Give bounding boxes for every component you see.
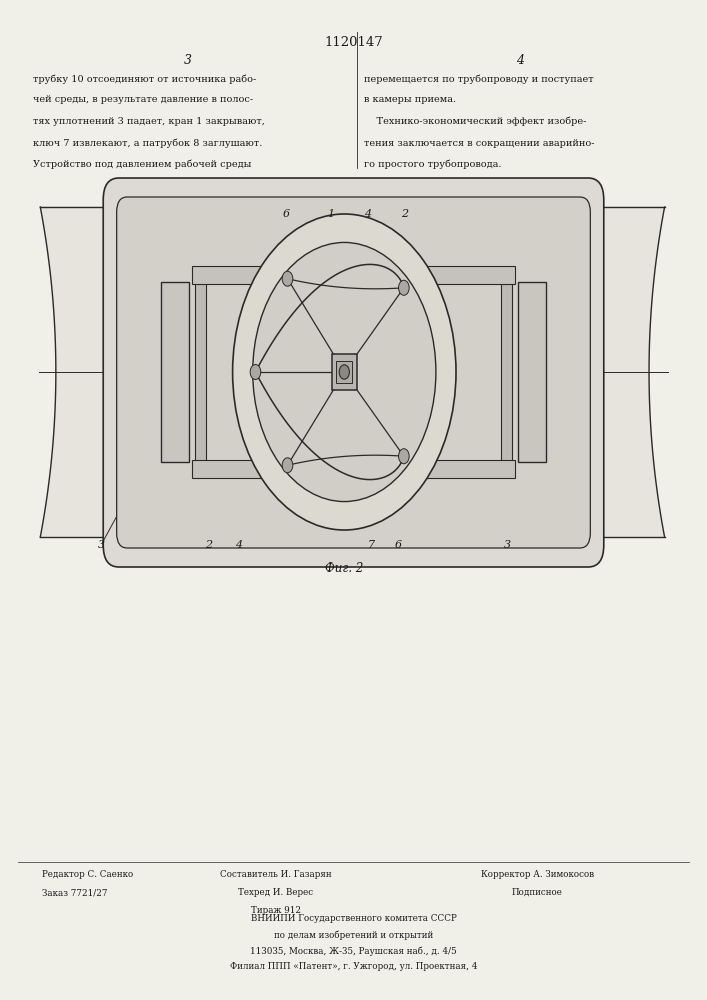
Text: 1120147: 1120147 (324, 35, 383, 48)
Text: Подписное: Подписное (512, 888, 563, 897)
Text: 2: 2 (401, 209, 408, 219)
Bar (161, 282, 189, 462)
Text: тения заключается в сокращении аварийно-: тения заключается в сокращении аварийно- (364, 138, 595, 147)
Text: 2: 2 (205, 540, 212, 550)
Text: тях уплотнений 3 падает, кран 1 закрывают,: тях уплотнений 3 падает, кран 1 закрываю… (33, 117, 264, 126)
Text: Технико-экономический эффект изобре-: Технико-экономический эффект изобре- (364, 117, 587, 126)
Text: 4: 4 (364, 209, 371, 219)
Text: 6: 6 (395, 540, 402, 550)
Text: в камеры приема.: в камеры приема. (364, 95, 456, 104)
Bar (518, 282, 546, 462)
Circle shape (282, 458, 293, 473)
Bar (192, 266, 515, 284)
Text: 3: 3 (504, 540, 511, 550)
Text: перемещается по трубопроводу и поступает: перемещается по трубопроводу и поступает (364, 74, 594, 84)
Text: Составитель И. Газарян: Составитель И. Газарян (220, 870, 332, 879)
Text: Филиал ППП «Патент», г. Ужгород, ул. Проектная, 4: Филиал ППП «Патент», г. Ужгород, ул. Про… (230, 962, 477, 971)
Bar (332, 354, 357, 390)
Text: ВНИИПИ Государственного комитета СССР: ВНИИПИ Государственного комитета СССР (250, 914, 457, 923)
Text: го простого трубопровода.: го простого трубопровода. (364, 160, 501, 169)
FancyBboxPatch shape (117, 197, 590, 548)
Polygon shape (580, 207, 665, 537)
Circle shape (399, 280, 409, 295)
Text: 113035, Москва, Ж-35, Раушская наб., д. 4/5: 113035, Москва, Ж-35, Раушская наб., д. … (250, 946, 457, 956)
Polygon shape (40, 207, 125, 537)
Text: ключ 7 извлекают, а патрубок 8 заглушают.: ключ 7 извлекают, а патрубок 8 заглушают… (33, 138, 262, 148)
Text: 7: 7 (368, 540, 375, 550)
Text: Заказ 7721/27: Заказ 7721/27 (42, 888, 108, 897)
Circle shape (339, 365, 349, 379)
Text: 1: 1 (327, 209, 334, 219)
Text: Техред И. Верес: Техред И. Верес (238, 888, 313, 897)
Text: Корректор А. Зимокосов: Корректор А. Зимокосов (481, 870, 594, 879)
Text: 4: 4 (235, 540, 242, 550)
Text: 6: 6 (283, 209, 290, 219)
Text: по делам изобретений и открытий: по делам изобретений и открытий (274, 930, 433, 940)
Text: Редактор С. Саенко: Редактор С. Саенко (42, 870, 134, 879)
FancyBboxPatch shape (103, 178, 604, 567)
Ellipse shape (252, 242, 436, 502)
Text: 4: 4 (515, 53, 524, 66)
Text: Фиг. 2: Фиг. 2 (325, 562, 363, 574)
Text: Тираж 912: Тираж 912 (251, 906, 300, 915)
Ellipse shape (233, 214, 456, 530)
Circle shape (282, 271, 293, 286)
Text: Устройство под давлением рабочей среды: Устройство под давлением рабочей среды (33, 160, 251, 169)
Text: трубку 10 отсоединяют от источника рабо-: трубку 10 отсоединяют от источника рабо- (33, 74, 256, 84)
Bar (192, 460, 515, 478)
Text: 3: 3 (183, 53, 192, 66)
Bar (501, 282, 512, 462)
Text: 3: 3 (98, 540, 105, 550)
Bar (195, 282, 206, 462)
Circle shape (399, 449, 409, 464)
Circle shape (250, 364, 261, 379)
Bar (337, 361, 352, 383)
Text: чей среды, в результате давление в полос-: чей среды, в результате давление в полос… (33, 95, 252, 104)
